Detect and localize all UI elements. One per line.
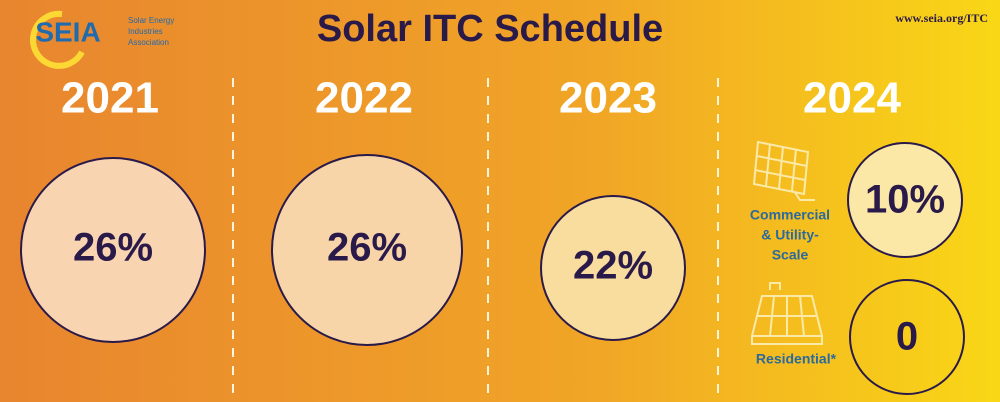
logo-tagline: Association bbox=[128, 38, 169, 47]
rate: 10% bbox=[865, 178, 945, 222]
logo: SEIA Solar Energy Industries Association bbox=[30, 10, 174, 69]
rate-circle bbox=[847, 142, 963, 258]
logo-tagline: Solar Energy bbox=[128, 16, 174, 25]
rate-circle bbox=[540, 195, 686, 341]
year: 2022 bbox=[315, 74, 413, 123]
url: www.seia.org/ITC bbox=[895, 11, 988, 25]
year: 2024 bbox=[803, 74, 901, 123]
rooftop-icon bbox=[750, 282, 824, 345]
logo-swirl bbox=[30, 10, 85, 69]
rate: 22% bbox=[573, 244, 653, 288]
logo-tagline: Industries bbox=[128, 27, 163, 36]
rate-circle bbox=[20, 157, 206, 343]
segment-label: Commercial bbox=[750, 207, 830, 223]
rate: 0 bbox=[896, 315, 918, 359]
segment-label: Scale bbox=[772, 247, 809, 263]
segment-label: Residential* bbox=[756, 351, 837, 367]
segment-label: & Utility- bbox=[761, 227, 819, 243]
rate-circle bbox=[849, 279, 965, 395]
year: 2021 bbox=[61, 74, 159, 123]
logo-name: SEIA bbox=[35, 16, 100, 47]
year: 2023 bbox=[559, 74, 657, 123]
rate-circle bbox=[271, 154, 463, 346]
rate: 26% bbox=[327, 226, 407, 270]
solar-panel-icon bbox=[752, 140, 815, 201]
title: Solar ITC Schedule bbox=[317, 8, 663, 50]
rate: 26% bbox=[73, 226, 153, 270]
